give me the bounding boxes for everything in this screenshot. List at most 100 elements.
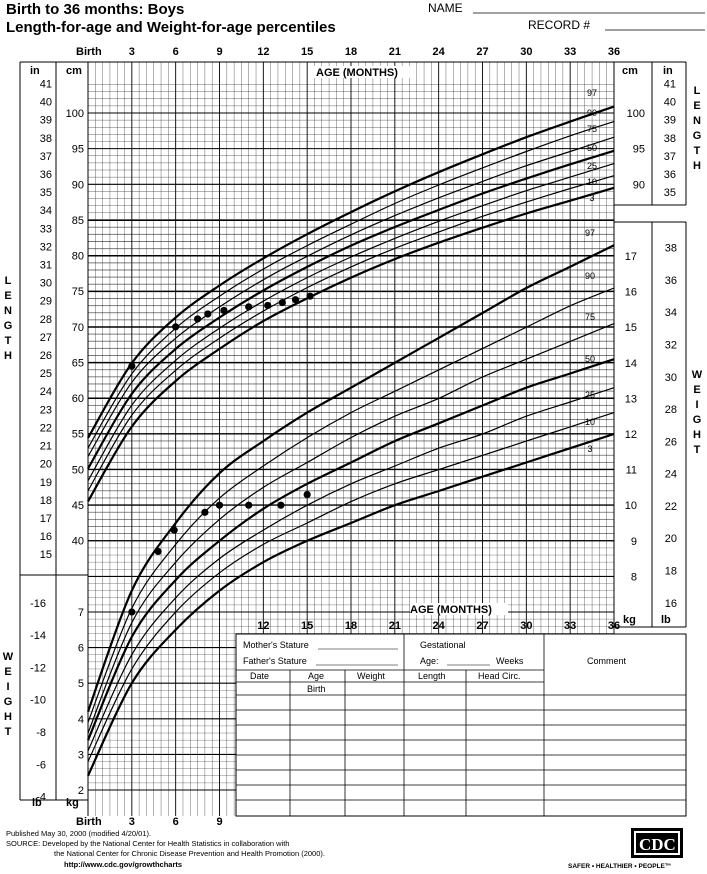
chart-subtitle: Length-for-age and Weight-for-age percen… [6, 19, 336, 36]
length-side-left-letter-0: L [5, 275, 12, 287]
length-point-2 [193, 315, 202, 323]
in-tick-25: 25 [40, 368, 52, 380]
kg-tick-6: 6 [78, 643, 84, 655]
weight-side-left-letter-0: W [3, 651, 14, 663]
in-tick-28: 28 [40, 314, 52, 326]
length-side-right-letter-4: T [694, 145, 701, 157]
weight-side-right-letter-3: G [693, 414, 702, 426]
length-side-left-letter-3: G [4, 320, 13, 332]
length-point-0 [128, 362, 136, 370]
length-curve-p75 [87, 136, 615, 457]
footer-source-2: the National Center for Chronic Disease … [54, 849, 325, 858]
weight-pct-label-75: 75 [585, 312, 595, 322]
weight-pct-label-97: 97 [585, 228, 595, 238]
in-tick-18: 18 [40, 495, 52, 507]
weight-curve-p50 [86, 358, 615, 741]
comment-label: Comment [587, 656, 627, 666]
top-month-6: 6 [173, 46, 179, 58]
weight-curve-p10 [87, 412, 615, 762]
top-month-27: 27 [476, 46, 488, 58]
length-pct-label-75: 75 [587, 124, 597, 134]
bottom-month-30: 30 [520, 620, 532, 632]
length-curve-p90 [87, 121, 615, 449]
bottom-month-33: 33 [564, 620, 576, 632]
in-label-right: in [663, 65, 673, 77]
right-lb-tick-38: 38 [665, 243, 677, 255]
right-lb-tick-20: 20 [665, 533, 677, 545]
weight-side-left-letter-4: H [4, 711, 12, 723]
weight-point-4 [215, 501, 224, 509]
length-side-right-letter-1: E [693, 100, 700, 112]
bottom-month-24: 24 [433, 620, 446, 632]
cdc-logo-text: CDC [639, 835, 676, 854]
kg-tick-2: 2 [78, 785, 84, 797]
in-tick-38: 38 [40, 133, 52, 145]
top-month-12: 12 [257, 46, 269, 58]
age-months-top: AGE (MONTHS) [316, 67, 398, 79]
lb-tick-12: -12 [30, 662, 46, 674]
col-weight: Weight [357, 671, 385, 681]
length-point-9 [306, 292, 314, 300]
weight-curve-p25 [87, 387, 615, 752]
length-pct-label-50: 50 [587, 143, 597, 153]
cm-tick-40: 40 [72, 536, 84, 548]
top-month-33: 33 [564, 46, 576, 58]
in-tick-31: 31 [40, 260, 52, 272]
kg-label-right: kg [623, 614, 636, 626]
top-month-15: 15 [301, 46, 313, 58]
length-curve-p25 [87, 163, 615, 482]
right-kg-tick-13: 13 [625, 393, 637, 405]
length-curve-p3 [87, 186, 615, 502]
lb-label-left: lb [32, 797, 42, 809]
in-tick-37: 37 [40, 151, 52, 163]
cdc-logo: CDC [631, 828, 683, 858]
length-point-1 [172, 323, 180, 331]
in-tick-23: 23 [40, 404, 52, 416]
weight-point-3 [201, 508, 209, 516]
col-length: Length [418, 671, 446, 681]
footer-published: Published May 30, 2000 (modified 4/20/01… [6, 829, 151, 838]
cm-tick-65: 65 [72, 357, 84, 369]
kg-tick-4: 4 [78, 714, 84, 726]
bottom-left-month-3: 3 [129, 816, 135, 828]
top-month-36: 36 [608, 46, 620, 58]
gestational-age-label: Age: [420, 656, 439, 666]
right-lb-tick-22: 22 [665, 501, 677, 513]
cm-tick-100: 100 [66, 108, 84, 120]
weight-side-right-letter-1: E [693, 384, 700, 396]
right-kg-tick-10: 10 [625, 500, 637, 512]
weight-curve-p97 [86, 244, 615, 713]
length-curve-p97 [87, 105, 615, 439]
right-kg-tick-14: 14 [625, 358, 637, 370]
top-month-24: 24 [433, 46, 446, 58]
col-head-circ: Head Circ. [478, 671, 521, 681]
weight-side-right-letter-4: H [693, 429, 701, 441]
footer-url[interactable]: http://www.cdc.gov/growthcharts [64, 860, 182, 869]
lb-tick-16: -16 [30, 598, 46, 610]
length-pct-label-90: 90 [587, 108, 597, 118]
length-side-right-letter-5: H [693, 160, 701, 172]
right-lb-tick-30: 30 [665, 372, 677, 384]
in-tick-36: 36 [40, 169, 52, 181]
in-tick-22: 22 [40, 422, 52, 434]
length-pct-label-10: 10 [587, 177, 597, 187]
cm-tick-95: 95 [72, 144, 84, 156]
in-tick-30: 30 [40, 278, 52, 290]
top-month-9: 9 [216, 46, 222, 58]
right-lb-tick-26: 26 [665, 436, 677, 448]
right-kg-tick-8: 8 [631, 571, 637, 583]
length-curve-p10 [87, 175, 615, 492]
length-side-left-letter-5: H [4, 350, 12, 362]
weight-side-left-letter-3: G [4, 696, 13, 708]
right-kg-tick-15: 15 [625, 322, 637, 334]
in-tick-33: 33 [40, 223, 52, 235]
right-lb-tick-16: 16 [665, 598, 677, 610]
cm-tick-55: 55 [72, 429, 84, 441]
name-label: NAME [428, 1, 463, 15]
weight-pct-label-25: 25 [585, 390, 595, 400]
